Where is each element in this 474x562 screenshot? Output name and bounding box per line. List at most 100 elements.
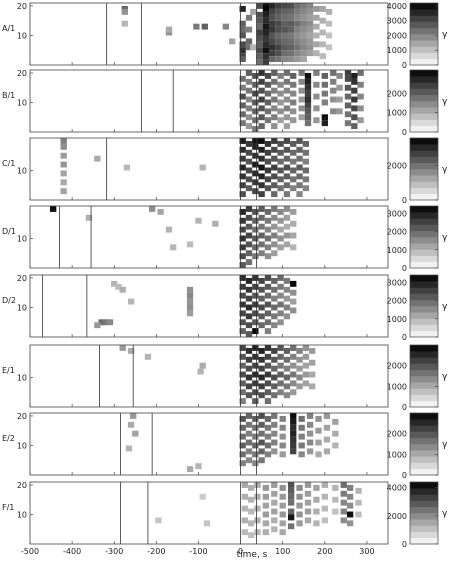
heatmap-cell xyxy=(264,235,272,242)
heatmap-cell xyxy=(271,277,278,284)
heatmap-cell xyxy=(325,44,333,51)
heatmap-cell xyxy=(271,508,278,515)
heatmap-cell xyxy=(304,78,312,85)
colorbar-band xyxy=(410,437,438,445)
heatmap-cell xyxy=(271,356,278,363)
heatmap-cell xyxy=(313,14,320,21)
heatmap-cell xyxy=(115,283,122,290)
colorbar: 0 1000 2000 γ xyxy=(387,412,448,480)
heatmap-cell xyxy=(247,520,255,527)
panel-frame xyxy=(29,205,389,269)
heatmap-cell xyxy=(290,307,297,314)
heatmap-cell xyxy=(252,170,259,177)
heatmap-cell xyxy=(245,232,253,239)
heatmap-cell xyxy=(321,81,328,88)
panel-E-2: 10 20 E/2 0 1000 2000 γ xyxy=(2,412,448,480)
heatmap-cell xyxy=(306,50,314,57)
heatmap-cell xyxy=(298,415,305,422)
heatmap-cell xyxy=(130,413,137,419)
heatmap-cell xyxy=(330,78,337,85)
heatmap-cell xyxy=(252,319,259,326)
heatmap-cell xyxy=(290,140,297,147)
heatmap-cell xyxy=(186,466,194,473)
panel-C-1: 10C/1 0 2000 γ xyxy=(2,137,448,205)
heatmap-cell xyxy=(290,244,297,251)
colorbar-band xyxy=(410,357,438,364)
heatmap-cell xyxy=(271,123,278,130)
heatmap-cell xyxy=(245,413,253,419)
heatmap-cell xyxy=(277,380,284,387)
heatmap-cell xyxy=(252,217,259,224)
heatmap-cell xyxy=(277,226,284,233)
panel-frame xyxy=(29,2,389,66)
colorbar-band xyxy=(410,94,438,102)
heatmap-cell xyxy=(283,232,291,239)
panel-label: E/2 xyxy=(2,434,15,443)
heatmap-cell xyxy=(279,529,286,536)
heatmap-cell xyxy=(252,353,259,360)
heatmap-cell xyxy=(264,345,272,351)
colorbar-band xyxy=(410,345,438,352)
heatmap-cell xyxy=(252,362,259,369)
colorbar-frame xyxy=(409,2,439,66)
heatmap-cell xyxy=(319,29,326,36)
heatmap-cell xyxy=(283,392,291,399)
colorbar-band xyxy=(410,488,438,495)
heatmap-cell xyxy=(239,20,246,27)
colorbar-label: γ xyxy=(442,372,448,382)
heatmap-cell xyxy=(271,250,278,257)
heatmap-cell xyxy=(252,398,259,405)
heatmap-cell xyxy=(290,90,297,97)
heatmap-cell xyxy=(294,8,301,15)
heatmap-cell xyxy=(302,380,310,387)
heatmap-cell xyxy=(252,152,259,159)
heatmap-cell xyxy=(201,23,208,30)
heatmap-cell xyxy=(355,499,362,506)
heatmap-cell xyxy=(336,96,343,103)
heatmap-cell xyxy=(258,87,265,94)
heatmap-cell xyxy=(290,232,297,239)
heatmap-cell xyxy=(321,517,328,524)
heatmap-cell xyxy=(245,448,253,455)
heatmap-cell xyxy=(119,286,126,293)
heatmap-cell xyxy=(271,482,278,488)
heatmap-cell xyxy=(98,319,105,326)
heatmap-cell xyxy=(256,23,263,30)
heatmap-cell xyxy=(262,520,270,527)
heatmap-cell xyxy=(252,275,259,281)
panel-F-1: 10 20 F/1 0 2000 4000 γ -500 -400 -300 -200 -100 0 10… xyxy=(2,481,448,556)
heatmap-cell xyxy=(245,87,253,94)
heatmap-cell xyxy=(283,105,291,112)
heatmap-cell xyxy=(296,182,303,189)
heatmap-cell xyxy=(199,362,206,369)
heatmap-cell xyxy=(319,53,326,60)
heatmap-cell xyxy=(302,167,310,174)
heatmap-cell xyxy=(277,140,284,147)
colorbar-tick-label: 0 xyxy=(402,471,407,480)
heatmap-cell xyxy=(290,167,297,174)
heatmap-cell xyxy=(245,304,253,311)
heatmap-cell xyxy=(262,17,270,24)
heatmap-cell xyxy=(279,502,286,509)
heatmap-cell xyxy=(287,514,295,521)
heatmap-cell xyxy=(277,389,284,396)
heatmap-cell xyxy=(313,105,320,112)
heatmap-cell xyxy=(306,44,314,51)
heatmap-cell xyxy=(277,371,284,378)
heatmap-cell xyxy=(313,50,320,57)
heatmap-cell xyxy=(271,138,278,144)
colorbar-label: γ xyxy=(442,509,448,519)
colorbar-band xyxy=(410,482,438,489)
colorbar-band xyxy=(410,76,438,83)
heatmap-cell xyxy=(252,226,259,233)
heatmap-cell xyxy=(264,301,272,308)
heatmap-cell xyxy=(245,365,253,372)
heatmap-cell xyxy=(321,482,328,488)
heatmap-cell xyxy=(245,114,253,121)
heatmap-cell xyxy=(239,371,246,378)
heatmap-cell xyxy=(346,511,354,518)
heatmap-cell xyxy=(269,8,276,15)
heatmap-cell xyxy=(239,41,246,48)
heatmap-cell xyxy=(290,280,297,287)
